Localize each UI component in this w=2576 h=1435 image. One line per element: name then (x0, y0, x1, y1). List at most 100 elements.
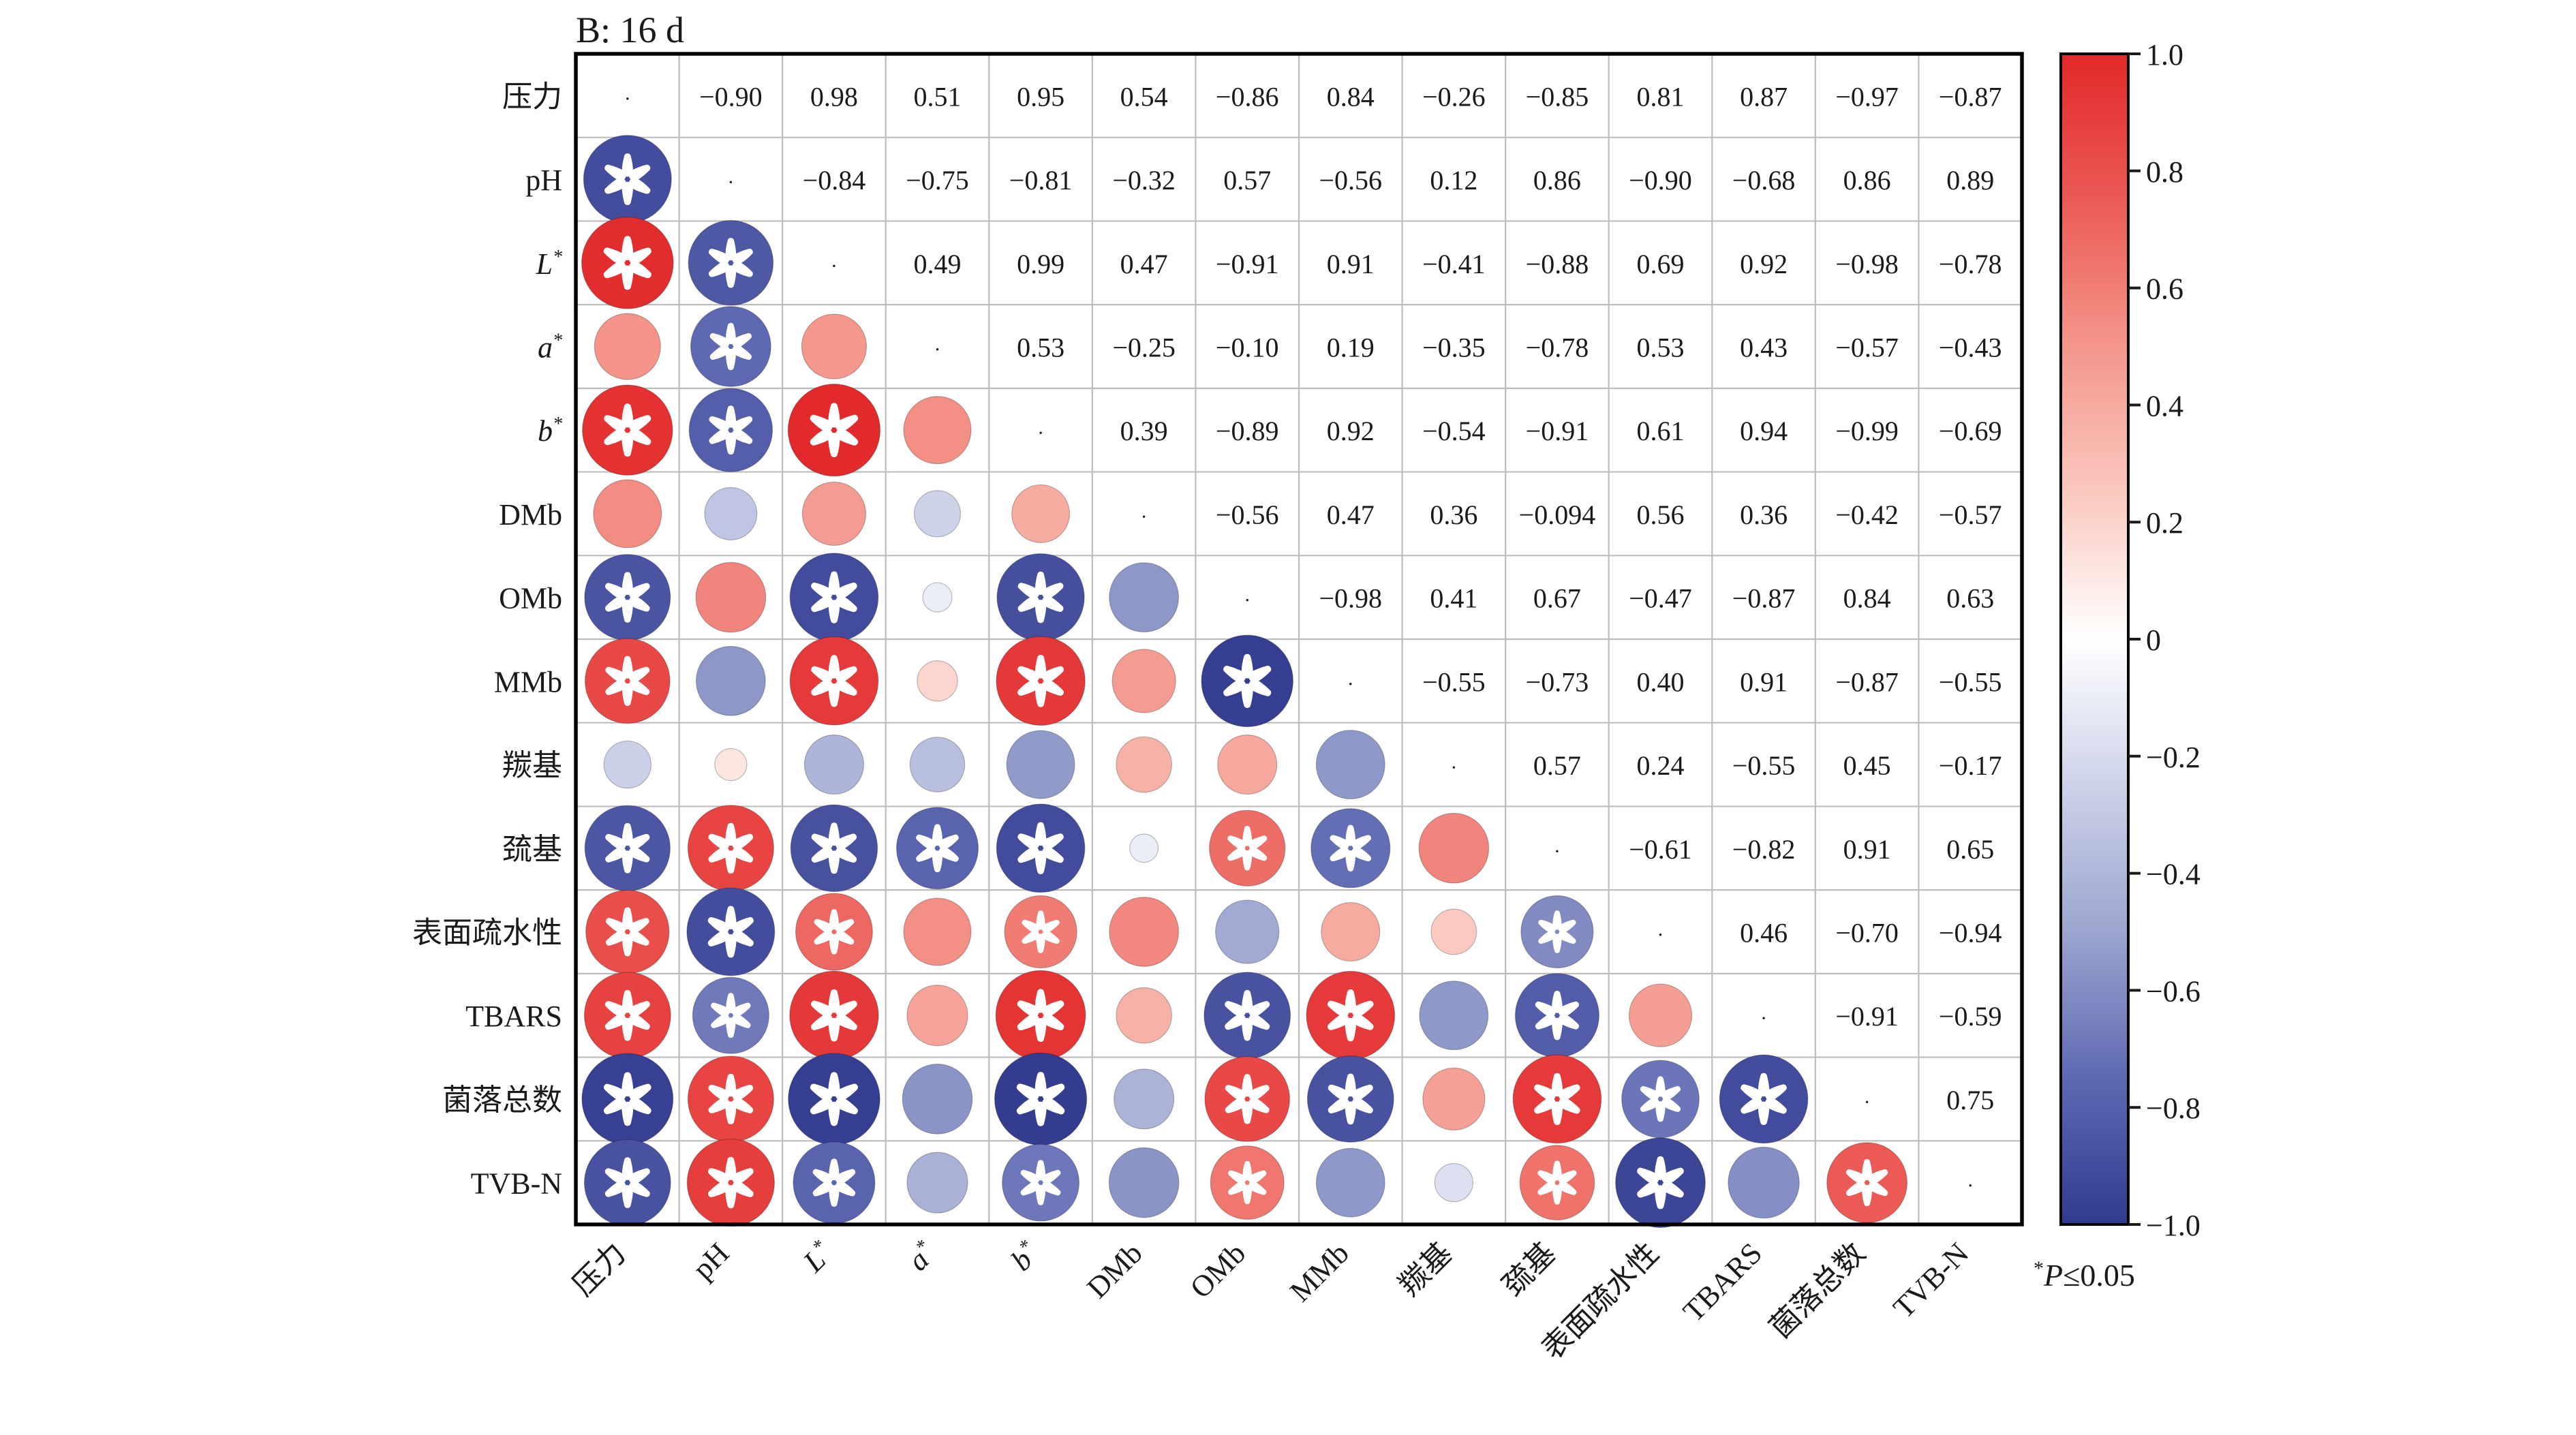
svg-text:·: · (1141, 506, 1148, 528)
svg-text:−0.61: −0.61 (1629, 834, 1692, 865)
svg-text:0.4: 0.4 (2146, 389, 2183, 422)
svg-text:压力: 压力 (502, 80, 562, 113)
svg-text:0.53: 0.53 (1637, 333, 1685, 363)
svg-text:DMb: DMb (1080, 1236, 1148, 1304)
svg-text:0.12: 0.12 (1430, 165, 1477, 196)
svg-text:0.86: 0.86 (1533, 165, 1581, 196)
svg-text:0.91: 0.91 (1843, 834, 1891, 865)
svg-text:TVB-N: TVB-N (471, 1167, 562, 1201)
svg-text:·: · (1037, 422, 1044, 444)
svg-text:0.91: 0.91 (1740, 666, 1788, 697)
svg-text:0.46: 0.46 (1740, 918, 1788, 948)
svg-text:0.56: 0.56 (1637, 499, 1685, 530)
svg-text:−0.57: −0.57 (1939, 499, 2002, 530)
svg-text:1.0: 1.0 (2146, 38, 2183, 72)
svg-text:菌落总数: 菌落总数 (442, 1083, 562, 1117)
svg-text:−0.88: −0.88 (1526, 249, 1589, 279)
svg-text:B: 16 d: B: 16 d (576, 10, 684, 50)
svg-text:−0.55: −0.55 (1422, 666, 1486, 697)
svg-text:0.47: 0.47 (1120, 249, 1168, 279)
svg-text:−0.2: −0.2 (2146, 741, 2201, 774)
svg-text:菌落总数: 菌落总数 (1764, 1236, 1872, 1344)
svg-text:0.8: 0.8 (2146, 155, 2183, 189)
svg-text:0.41: 0.41 (1430, 583, 1477, 614)
svg-text:DMb: DMb (499, 498, 562, 531)
svg-text:L*: L* (796, 1236, 839, 1279)
svg-text:−0.69: −0.69 (1939, 416, 2002, 446)
svg-text:0.49: 0.49 (914, 249, 962, 279)
svg-text:MMb: MMb (494, 665, 562, 698)
svg-text:0.99: 0.99 (1017, 249, 1064, 279)
svg-text:−0.10: −0.10 (1216, 333, 1279, 363)
svg-text:·: · (727, 171, 734, 194)
svg-text:−0.90: −0.90 (699, 81, 763, 112)
svg-text:0.6: 0.6 (2146, 273, 2183, 306)
svg-text:−0.6: −0.6 (2146, 974, 2201, 1008)
svg-text:0.53: 0.53 (1017, 333, 1064, 363)
svg-text:−0.85: −0.85 (1526, 81, 1589, 112)
svg-text:−0.86: −0.86 (1216, 81, 1279, 112)
svg-text:0.98: 0.98 (810, 81, 858, 112)
svg-text:−0.32: −0.32 (1112, 165, 1176, 196)
svg-text:·: · (934, 339, 941, 361)
svg-text:−0.68: −0.68 (1732, 165, 1796, 196)
svg-text:0.81: 0.81 (1637, 81, 1685, 112)
svg-text:压力: 压力 (566, 1236, 632, 1302)
svg-text:·: · (624, 87, 631, 110)
svg-text:0.57: 0.57 (1223, 165, 1271, 196)
svg-text:0.36: 0.36 (1740, 499, 1788, 530)
svg-text:0.84: 0.84 (1843, 583, 1891, 614)
svg-text:0.92: 0.92 (1327, 416, 1375, 446)
svg-text:0.2: 0.2 (2146, 506, 2183, 540)
svg-text:−0.82: −0.82 (1732, 834, 1796, 865)
svg-text:0.86: 0.86 (1843, 165, 1891, 196)
svg-text:−0.26: −0.26 (1422, 81, 1486, 112)
svg-text:−0.75: −0.75 (906, 165, 969, 196)
svg-text:0.92: 0.92 (1740, 249, 1788, 279)
svg-text:−0.17: −0.17 (1939, 750, 2002, 781)
svg-text:·: · (1760, 1007, 1767, 1030)
svg-text:−0.41: −0.41 (1422, 249, 1486, 279)
svg-text:0.91: 0.91 (1327, 249, 1375, 279)
svg-text:0.57: 0.57 (1533, 750, 1581, 781)
svg-text:−0.55: −0.55 (1732, 750, 1796, 781)
svg-text:−1.0: −1.0 (2146, 1209, 2201, 1242)
svg-text:0.40: 0.40 (1637, 666, 1685, 697)
svg-text:−0.97: −0.97 (1835, 81, 1899, 112)
svg-text:·: · (831, 255, 838, 277)
svg-text:TBARS: TBARS (465, 1000, 562, 1033)
svg-text:MMb: MMb (1283, 1236, 1355, 1308)
svg-text:−0.98: −0.98 (1835, 249, 1899, 279)
svg-text:−0.56: −0.56 (1216, 499, 1279, 530)
svg-text:−0.94: −0.94 (1939, 918, 2002, 948)
svg-text:·: · (1657, 924, 1664, 946)
svg-text:−0.56: −0.56 (1319, 165, 1383, 196)
svg-text:·: · (1864, 1091, 1871, 1113)
svg-text:·: · (1554, 840, 1561, 863)
svg-text:−0.8: −0.8 (2146, 1092, 2201, 1125)
svg-text:−0.094: −0.094 (1519, 499, 1596, 530)
svg-text:0.51: 0.51 (914, 81, 962, 112)
svg-text:−0.70: −0.70 (1835, 918, 1899, 948)
svg-text:0.19: 0.19 (1327, 333, 1375, 363)
svg-text:0.75: 0.75 (1946, 1085, 1994, 1115)
svg-text:−0.98: −0.98 (1319, 583, 1383, 614)
svg-text:−0.87: −0.87 (1732, 583, 1796, 614)
svg-text:pH: pH (686, 1236, 736, 1286)
svg-text:0.54: 0.54 (1120, 81, 1168, 112)
svg-text:·: · (1450, 756, 1457, 779)
svg-text:−0.90: −0.90 (1629, 165, 1692, 196)
svg-text:·: · (1967, 1175, 1974, 1197)
svg-text:·: · (1347, 673, 1354, 695)
svg-text:TBARS: TBARS (1676, 1236, 1768, 1328)
svg-text:−0.84: −0.84 (803, 165, 866, 196)
svg-text:0.47: 0.47 (1327, 499, 1375, 530)
svg-text:0: 0 (2146, 623, 2161, 657)
svg-text:b*: b* (538, 414, 562, 448)
svg-text:0.39: 0.39 (1120, 416, 1168, 446)
svg-text:−0.25: −0.25 (1112, 333, 1176, 363)
svg-text:0.84: 0.84 (1327, 81, 1375, 112)
svg-text:−0.47: −0.47 (1629, 583, 1692, 614)
svg-text:OMb: OMb (1184, 1236, 1252, 1304)
svg-text:b*: b* (1004, 1236, 1045, 1278)
